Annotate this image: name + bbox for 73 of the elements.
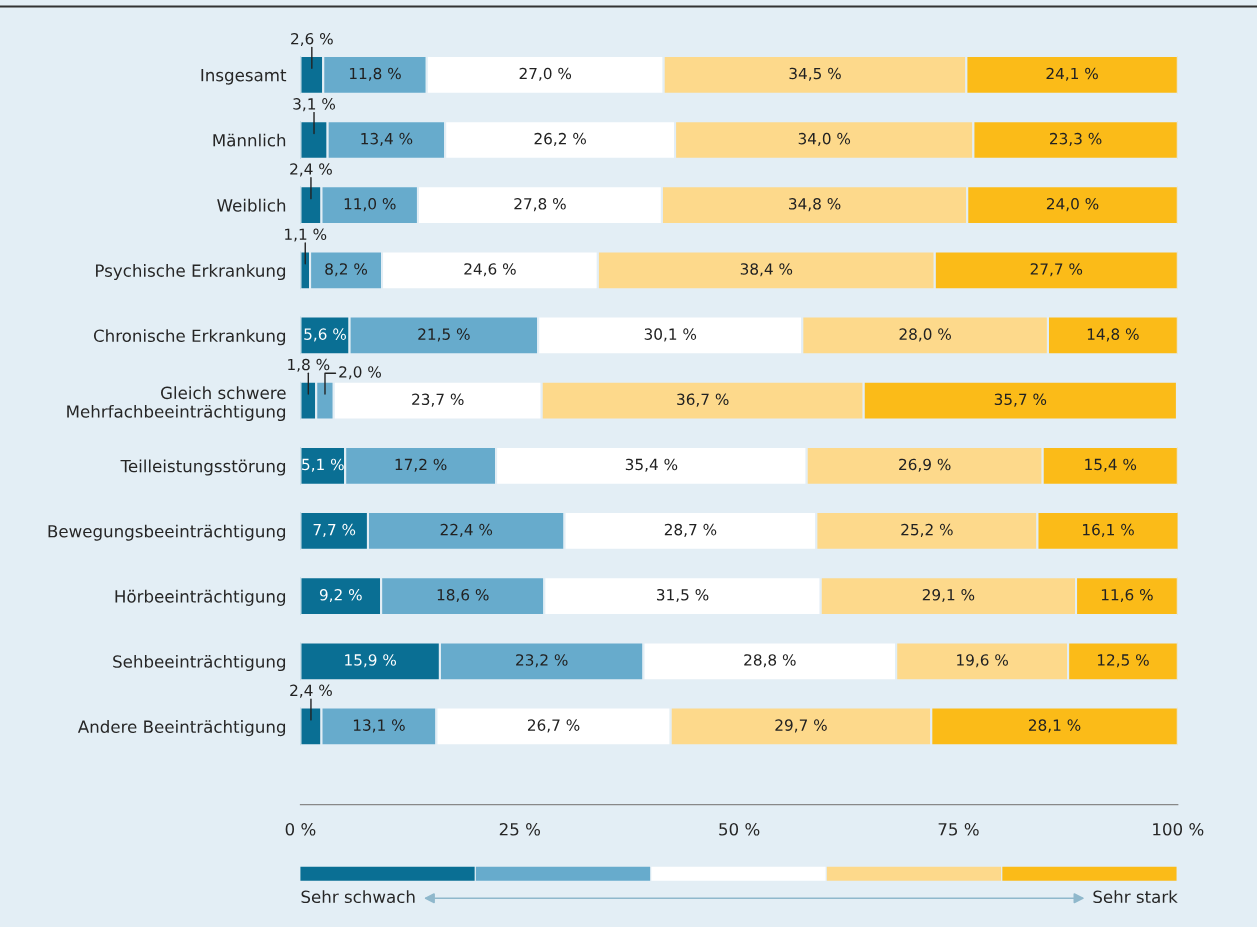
data-label: 27,0 % [519, 67, 572, 81]
data-label: 24,1 % [1046, 67, 1098, 81]
data-label: 5,1 % [302, 458, 344, 472]
x-tick-label: 0 % [285, 822, 316, 836]
data-label: 2,4 % [290, 684, 332, 698]
data-label: 11,8 % [349, 67, 401, 81]
data-label: 17,2 % [395, 458, 447, 472]
data-label: 12,5 % [1097, 654, 1149, 668]
data-label: 16,1 % [1083, 523, 1134, 537]
data-label: 23,2 % [516, 654, 568, 668]
data-label: 36,7 % [677, 393, 729, 407]
y-tick-label: Insgesamt [201, 69, 287, 85]
data-label: 22,4 % [440, 523, 493, 537]
data-label: 11,0 % [344, 198, 396, 212]
data-label: 29,7 % [775, 719, 827, 733]
data-label: 9,2 % [319, 589, 362, 603]
data-label: 1,1 % [285, 228, 327, 242]
data-label: 13,1 % [353, 719, 405, 733]
data-label: 23,7 % [412, 393, 464, 407]
data-label: 28,1 % [1028, 719, 1081, 733]
data-label: 27,7 % [1030, 263, 1083, 277]
data-label: 38,4 % [740, 263, 793, 277]
data-label: 24,6 % [464, 263, 516, 277]
y-tick-label: Bewegungsbeeinträchtigung [48, 524, 286, 541]
data-label: 34,8 % [789, 198, 841, 212]
text: Sehr stark [1093, 890, 1178, 904]
y-tick-label: Andere Beeinträchtigung [77, 720, 286, 737]
x-tick-label: 25 % [499, 822, 541, 836]
data-label: 26,9 % [899, 458, 951, 472]
data-label: 3,1 % [293, 98, 336, 112]
data-label: 2,4 % [290, 163, 332, 177]
data-label: 28,7 % [664, 523, 717, 537]
data-label: 2,6 % [291, 32, 333, 47]
data-label: 23,3 % [1050, 132, 1102, 146]
y-tick-label: Gleich schwere Mehrfachbeeinträchtigung [67, 386, 286, 422]
data-label: 19,6 % [957, 654, 1008, 668]
y-tick-label: Teilleistungsstörung [120, 459, 286, 476]
data-label: 5,6 % [304, 328, 346, 342]
data-label: 35,4 % [625, 458, 678, 472]
data-label: 1,8 % [288, 358, 330, 372]
data-label: 21,5 % [418, 328, 470, 342]
data-label: 18,6 % [437, 589, 489, 603]
data-label: 24,0 % [1046, 198, 1099, 212]
y-tick-label: Chronische Erkrankung [93, 329, 286, 346]
data-label: 15,4 % [1085, 458, 1137, 472]
data-label: 25,2 % [901, 523, 953, 537]
data-label: 28,8 % [744, 654, 796, 668]
data-label: 30,1 % [644, 328, 697, 342]
y-tick-label: Weiblich [217, 198, 286, 212]
data-label: 15,9 % [345, 654, 397, 668]
y-tick-label: Sehbeeinträchtigung [113, 654, 286, 672]
data-label: 14,8 % [1087, 328, 1139, 342]
y-tick-label: Männlich [213, 133, 286, 147]
x-tick-label: 50 % [719, 822, 760, 836]
data-label: 27,8 % [514, 198, 566, 212]
x-tick-label: 100 % [1153, 822, 1204, 836]
y-tick-label: Hörbeeinträchtigung [115, 589, 286, 606]
data-label: 35,7 % [994, 393, 1047, 407]
y-tick-label: Psychische Erkrankung [96, 263, 286, 281]
data-label: 8,2 % [325, 263, 368, 277]
data-label: 34,5 % [789, 67, 841, 81]
text: Sehr schwach [301, 890, 415, 904]
data-label: 34,0 % [798, 132, 851, 146]
data-label: 31,5 % [657, 589, 709, 603]
data-label: 13,4 % [361, 132, 413, 146]
data-label: 7,7 % [313, 523, 356, 537]
data-label: 28,0 % [899, 328, 951, 342]
data-label: 26,7 % [527, 719, 580, 733]
data-label: 2,0 % [339, 366, 381, 380]
data-label: 26,2 % [534, 132, 586, 146]
data-label: 29,1 % [922, 589, 975, 603]
x-tick-label: 75 % [938, 822, 979, 836]
data-label: 11,6 % [1101, 589, 1153, 603]
